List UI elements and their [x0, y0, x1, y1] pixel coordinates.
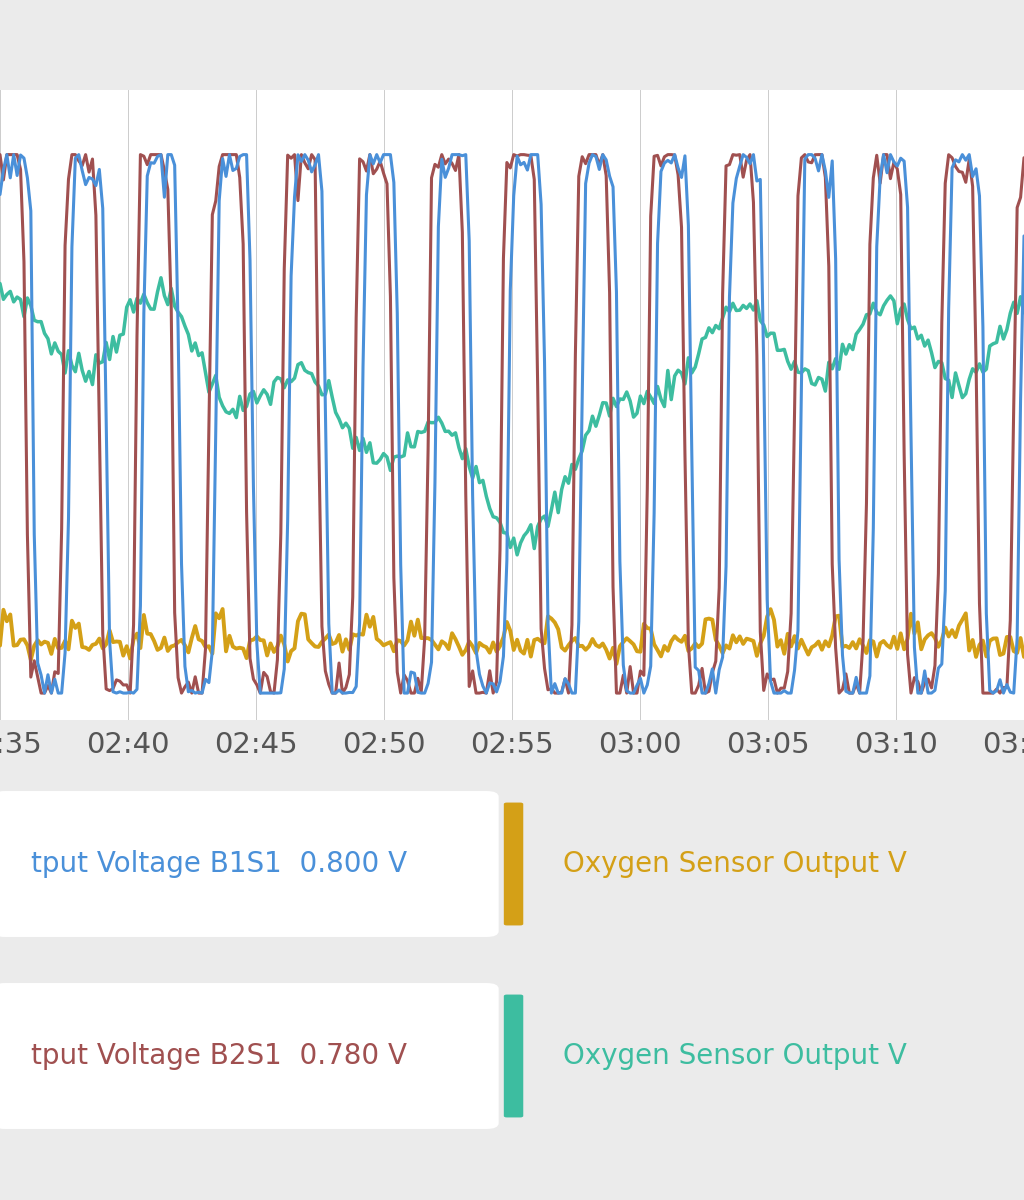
Text: tput Voltage B1S1  0.800 V: tput Voltage B1S1 0.800 V	[31, 850, 407, 878]
FancyBboxPatch shape	[0, 791, 499, 937]
Text: tput Voltage B2S1  0.780 V: tput Voltage B2S1 0.780 V	[31, 1042, 407, 1070]
Text: Oxygen Sensor Output V: Oxygen Sensor Output V	[563, 1042, 907, 1070]
Text: Oxygen Sensor Output V: Oxygen Sensor Output V	[563, 850, 907, 878]
FancyBboxPatch shape	[0, 983, 499, 1129]
FancyBboxPatch shape	[504, 803, 523, 925]
FancyBboxPatch shape	[504, 995, 523, 1117]
